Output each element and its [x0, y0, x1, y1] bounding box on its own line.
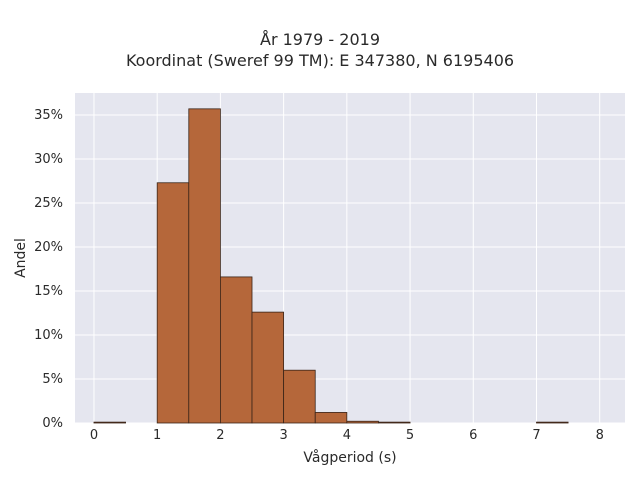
- x-axis-title: Vågperiod (s): [303, 449, 396, 466]
- y-tick-label: 20%: [34, 240, 63, 255]
- y-tick-label: 30%: [34, 152, 63, 167]
- y-tick-label: 5%: [42, 372, 63, 387]
- y-axis-title: Andel: [13, 238, 29, 278]
- x-tick-label: 6: [469, 428, 477, 443]
- histogram-bar: [314, 412, 348, 424]
- y-tick-label: 15%: [34, 284, 63, 299]
- chart-title-line-1: År 1979 - 2019: [260, 30, 380, 49]
- x-tick-label: 3: [279, 428, 287, 443]
- y-tick-label: 35%: [34, 108, 63, 123]
- histogram-bar: [188, 108, 221, 424]
- histogram-bar: [283, 369, 316, 424]
- histogram-bar: [378, 421, 411, 424]
- x-tick-label: 2: [216, 428, 224, 443]
- y-axis-ticks: 0% 5% 10% 15% 20% 25% 30% 35%: [34, 108, 63, 431]
- x-tick-label: 0: [90, 428, 98, 443]
- histogram-bar: [251, 311, 285, 424]
- histogram-bar: [346, 420, 379, 424]
- x-tick-label: 1: [153, 428, 161, 443]
- histogram-bars: [93, 108, 569, 424]
- histogram-bar: [93, 421, 126, 424]
- x-tick-label: 4: [343, 428, 351, 443]
- y-tick-label: 25%: [34, 196, 63, 211]
- x-tick-label: 7: [532, 428, 540, 443]
- x-tick-label: 5: [406, 428, 414, 443]
- histogram-bar: [156, 182, 190, 424]
- histogram-bar: [536, 421, 569, 424]
- y-tick-label: 0%: [42, 416, 63, 431]
- y-tick-label: 10%: [34, 328, 63, 343]
- chart-title-line-2: Koordinat (Sweref 99 TM): E 347380, N 61…: [125, 51, 515, 70]
- histogram-bar: [220, 276, 253, 424]
- x-tick-label: 8: [596, 428, 604, 443]
- x-axis-ticks: 0 1 2 3 4 5 6 7 8: [90, 428, 604, 443]
